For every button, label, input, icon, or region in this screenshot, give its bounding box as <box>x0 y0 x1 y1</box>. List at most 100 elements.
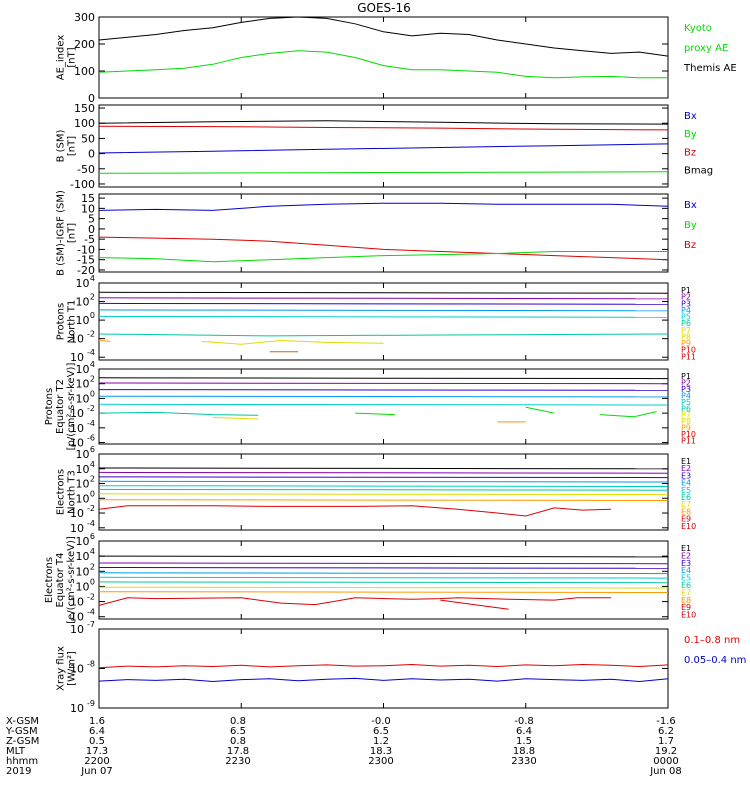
y-tick-label: 0 <box>88 148 95 161</box>
legend-entry: E1 <box>681 544 691 553</box>
y-tick-label: 10 <box>70 507 84 520</box>
x-axis-value: 18.3 <box>370 746 392 757</box>
series-line-p4 <box>98 309 669 312</box>
legend-entry: P10 <box>681 346 696 355</box>
x-axis-value: 2200 <box>84 756 109 767</box>
y-tick-label: -15 <box>77 254 95 267</box>
series-line-e3 <box>98 567 669 569</box>
panel-0: 0 100 200 300 AE_index [nT] Kyoto proxy AE Themi… <box>56 11 737 105</box>
y-tick-label: 10 <box>76 565 90 578</box>
y-tick-label: 100 <box>74 65 95 78</box>
series-line-e10 <box>440 599 509 610</box>
legend-entry: E9 <box>681 515 691 524</box>
y-tick-label: 10 <box>76 378 90 391</box>
series-line-by <box>98 251 668 263</box>
legend-entry: E7 <box>681 500 691 509</box>
series-line-e6 <box>98 581 669 584</box>
series-line-0-05-0-4-nm <box>98 677 669 683</box>
series-line-e2 <box>98 471 669 474</box>
legend-entry: Bmag <box>684 166 713 177</box>
series-line-p1 <box>98 377 669 380</box>
legend-entry: E8 <box>681 596 691 605</box>
y-tick-label: 0 <box>88 92 95 105</box>
y-axis-label: [nT] <box>67 47 78 67</box>
y-tick-exponent: 4 <box>90 460 95 469</box>
panel-frame <box>98 628 669 709</box>
y-tick-label: 10 <box>76 277 90 290</box>
legend-entry: P2 <box>681 293 691 302</box>
y-tick-label: 10 <box>76 296 90 309</box>
y-tick-exponent: 2 <box>90 375 95 384</box>
y-tick-label: 10 <box>76 492 90 505</box>
y-tick-exponent: 2 <box>90 475 95 484</box>
series-line-e8 <box>98 591 669 593</box>
legend-entry: E4 <box>681 566 691 575</box>
y-tick-label: 5 <box>88 213 95 226</box>
legend-entry: P4 <box>681 306 691 315</box>
y-tick-label: 200 <box>74 38 95 51</box>
legend-entry: P7 <box>681 411 691 420</box>
x-axis-value: 2300 <box>368 756 393 767</box>
x-axis-value: 1.6 <box>89 716 105 727</box>
series-line-p10 <box>599 411 657 418</box>
panel-frame <box>98 104 669 188</box>
series-line-e3 <box>98 476 669 479</box>
series-line-e4 <box>98 480 669 483</box>
series-line-themis-ae <box>98 16 669 57</box>
y-tick-exponent: 0 <box>90 311 95 320</box>
y-tick-label: 10 <box>76 463 90 476</box>
legend-entry: P3 <box>681 385 691 394</box>
y-tick-label: 10 <box>76 550 90 563</box>
y-tick-exponent: -9 <box>87 699 95 708</box>
legend-entry: E7 <box>681 588 691 597</box>
legend-entry: E2 <box>681 464 691 473</box>
y-tick-exponent: 0 <box>90 489 95 498</box>
series-line-e5 <box>98 576 669 579</box>
series-line-e2 <box>98 562 669 565</box>
legend-entry: P5 <box>681 313 691 322</box>
series-line-bmag <box>98 120 669 125</box>
series-line-e8 <box>98 499 669 501</box>
legend-entry: P2 <box>681 378 691 387</box>
series-line-e4 <box>98 572 669 575</box>
series-line-p7 <box>201 339 384 345</box>
y-tick-label: 10 <box>76 363 90 376</box>
x-axis-row-label: hhmm <box>6 756 38 767</box>
series-line-e1 <box>98 467 669 470</box>
legend-entry: P5 <box>681 398 691 407</box>
legend-entry: Bx <box>684 111 697 122</box>
legend-entry: P9 <box>681 424 691 433</box>
panel-frame <box>98 453 669 531</box>
y-axis-label: B (SM) <box>56 129 67 162</box>
series-line-p3 <box>98 389 669 391</box>
series-line-p5 <box>98 403 669 406</box>
y-tick-label: 10 <box>70 437 84 450</box>
x-axis-row-label: Z-GSM <box>6 736 39 747</box>
series-line-p2 <box>98 297 669 300</box>
series-line-p6 <box>98 411 259 416</box>
legend-entry: P11 <box>681 437 696 446</box>
series-line-bz <box>98 236 669 261</box>
y-axis-label: [nT] <box>67 223 78 243</box>
x-axis-value: 18.8 <box>513 746 535 757</box>
y-tick-label: 50 <box>81 132 95 145</box>
y-tick-exponent: -7 <box>87 620 95 629</box>
x-axis-value: 0.8 <box>230 736 246 747</box>
series-line-e5 <box>98 485 669 487</box>
legend-entry: P9 <box>681 339 691 348</box>
legend-entry: P3 <box>681 299 691 308</box>
legend-entry: E8 <box>681 507 691 516</box>
legend-entry: E9 <box>681 603 691 612</box>
y-tick-label: 10 <box>70 611 84 624</box>
legend-entry: P1 <box>681 286 691 295</box>
y-tick-label: 10 <box>81 202 95 215</box>
x-axis-value: -0.8 <box>514 716 534 727</box>
y-tick-label: -20 <box>77 264 95 277</box>
x-axis-value: 1.7 <box>658 736 674 747</box>
series-line-0-1-0-8-nm <box>98 663 669 669</box>
series-line-bx <box>98 143 669 154</box>
series-line-e6 <box>98 488 669 491</box>
legend-entry: P4 <box>681 391 691 400</box>
